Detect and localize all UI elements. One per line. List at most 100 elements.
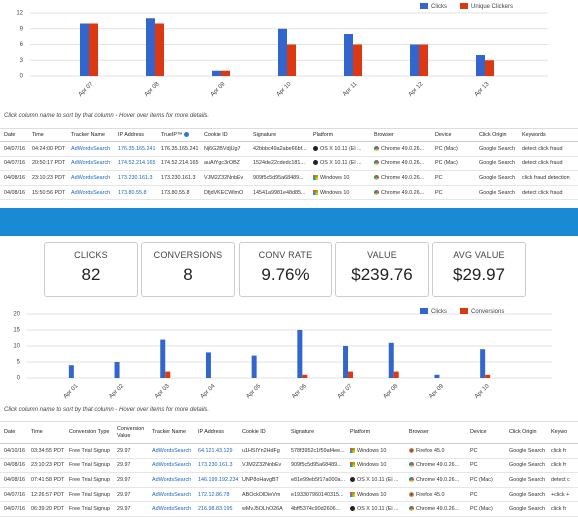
table-cell: Chrome 49.0.26... xyxy=(405,458,466,474)
table-cell: click fr xyxy=(547,501,578,517)
cell-text: Chrome 49.0.26... xyxy=(374,190,424,196)
table-cell: Google Search xyxy=(475,185,518,201)
column-header[interactable]: Device xyxy=(466,421,505,444)
cell-link[interactable]: 146.199.192.234 xyxy=(198,476,238,483)
column-header[interactable]: Tracker Name xyxy=(67,128,114,142)
kpi-value: $29.97 xyxy=(453,265,505,284)
cell-link[interactable]: 174.52.214.165 xyxy=(118,160,156,167)
cell-link[interactable]: 216.98.83.195 xyxy=(198,506,233,513)
legend-swatch xyxy=(420,3,428,9)
column-header[interactable]: Browser xyxy=(405,421,466,444)
cell-link[interactable]: AdWordsSearch xyxy=(152,462,192,469)
y-tick-label: 0 xyxy=(20,74,24,80)
table-cell: DfjdVKECWlmO xyxy=(200,185,249,201)
bar xyxy=(89,23,98,76)
table-cell: detect click fraud xyxy=(518,185,578,201)
column-header[interactable]: Device xyxy=(431,128,475,142)
table-cell: +click + xyxy=(547,487,578,503)
cell-link[interactable]: 172.12.86.78 xyxy=(198,491,230,498)
column-header[interactable]: Conversion Value xyxy=(113,421,148,444)
cell-text: 12:26:57 PDT xyxy=(31,491,65,498)
column-header[interactable]: Time xyxy=(28,128,67,142)
table-cell: 06:39:20 PDT xyxy=(27,501,65,517)
cell-text: 42bbbc49a2abe66bf... xyxy=(253,145,307,152)
column-header[interactable]: Tracker Name xyxy=(148,421,194,444)
conversions-chart: 0 5 10 15 20 Apr 01 Apr 02 Apr 03 Apr 04 Apr 05 Ap… xyxy=(13,308,552,400)
bar xyxy=(434,374,440,378)
table-cell: 04/07/16 xyxy=(0,141,28,157)
cell-text: PC xyxy=(470,491,478,498)
table-cell: PC xyxy=(431,185,475,201)
column-header[interactable]: Date xyxy=(0,128,28,142)
cell-link[interactable]: 64.121.43.129 xyxy=(198,447,233,454)
column-header[interactable]: Cookie ID xyxy=(200,128,249,142)
table-row: 04/07/16 04:24:00 PDT AdWordsSearch 176.35.… xyxy=(0,141,578,157)
column-header[interactable]: Date xyxy=(0,421,27,444)
hint: Click column name to sort by that column… xyxy=(4,113,210,119)
cell-text: 14541a9981e48d85... xyxy=(253,189,306,196)
table-cell: 176.35.165.241 xyxy=(114,141,157,157)
column-header[interactable]: Platform xyxy=(346,421,405,444)
table-cell: 146.199.192.234 xyxy=(194,472,238,488)
cell-link[interactable]: AdWordsSearch xyxy=(71,189,111,196)
cell-text: u1HSIYn2HdFg xyxy=(242,447,280,454)
column-header[interactable]: IP Address xyxy=(194,421,238,444)
cell-text: Google Search xyxy=(479,145,515,152)
column-header[interactable]: Keywords xyxy=(518,128,578,142)
legend-label: Unique Clickers xyxy=(471,4,513,10)
legend-label: Clicks xyxy=(431,309,447,315)
cell-text: 04/07/16 xyxy=(4,145,25,152)
x-tick-label: Apr 07 xyxy=(78,81,95,98)
column-header[interactable]: Cookie ID xyxy=(238,421,287,444)
cell-text: PC xyxy=(435,189,443,196)
cell-link[interactable]: AdWordsSearch xyxy=(71,160,111,167)
column-header[interactable]: Signature xyxy=(249,128,309,142)
cell-link[interactable]: AdWordsSearch xyxy=(152,506,192,513)
table-cell: Firefox 45.0 xyxy=(405,487,466,503)
cell-link[interactable]: AdWordsSearch xyxy=(152,476,192,483)
cell-text: Chrome 49.0.26... xyxy=(374,160,424,166)
bar xyxy=(287,44,296,76)
bar xyxy=(80,23,89,76)
bar xyxy=(155,23,164,76)
table-cell: 15:50:56 PDT xyxy=(28,185,67,201)
cell-link[interactable]: 173.80.55.8 xyxy=(118,189,147,196)
column-header[interactable]: Signature xyxy=(287,421,346,444)
table-cell: 12:26:57 PDT xyxy=(27,487,65,503)
cell-link[interactable]: 176.35.165.241 xyxy=(118,145,156,152)
column-header[interactable]: Click Origin xyxy=(505,421,547,444)
column-header[interactable]: Time xyxy=(27,421,65,444)
table-row: 04/07/16 20:50:17 PDT AdWordsSearch 174.52.… xyxy=(0,156,578,172)
table-cell: 174.52.214.165 xyxy=(157,156,200,172)
column-header[interactable]: Browser xyxy=(370,128,431,142)
column-header[interactable]: Platform xyxy=(309,128,370,142)
table-cell: Nj6G2BVdjUg7 xyxy=(200,141,249,157)
cell-text: 29.97 xyxy=(117,476,131,483)
table-cell: Windows 10 xyxy=(346,487,405,503)
column-header[interactable]: TrueIP™ xyxy=(157,128,200,142)
column-header[interactable]: Conversion Type xyxy=(65,421,113,444)
cell-text: Chrome 49.0.26... xyxy=(409,477,459,483)
cell-text: +click + xyxy=(551,491,570,498)
cell-text: DfjdVKECWlmO xyxy=(204,189,244,196)
cell-link[interactable]: AdWordsSearch xyxy=(152,491,192,498)
table-cell: 29.97 xyxy=(113,472,148,488)
cell-link[interactable]: AdWordsSearch xyxy=(152,447,192,454)
table-cell: PC xyxy=(466,458,505,474)
cell-text: 04/07/16 xyxy=(4,506,25,513)
table-cell: 29.97 xyxy=(113,501,148,517)
column-header[interactable]: Keywo xyxy=(547,421,578,444)
table-cell: Chrome 49.0.26... xyxy=(370,156,431,172)
help-icon[interactable] xyxy=(184,132,190,137)
cell-text: 909f5c5d95a68489... xyxy=(253,174,304,181)
table-cell: 29.97 xyxy=(113,458,148,474)
cell-link[interactable]: AdWordsSearch xyxy=(71,145,111,152)
cell-link[interactable]: 173.230.161.3 xyxy=(118,174,153,181)
cell-link[interactable]: 173.230.161.3 xyxy=(198,462,233,469)
table-cell: 04/08/16 xyxy=(0,458,27,474)
column-header[interactable]: IP Address xyxy=(114,128,157,142)
column-header-text: Platform xyxy=(350,429,371,436)
column-header-text: Browser xyxy=(374,132,394,138)
column-header[interactable]: Click Origin xyxy=(475,128,518,142)
cell-link[interactable]: AdWordsSearch xyxy=(71,174,111,181)
